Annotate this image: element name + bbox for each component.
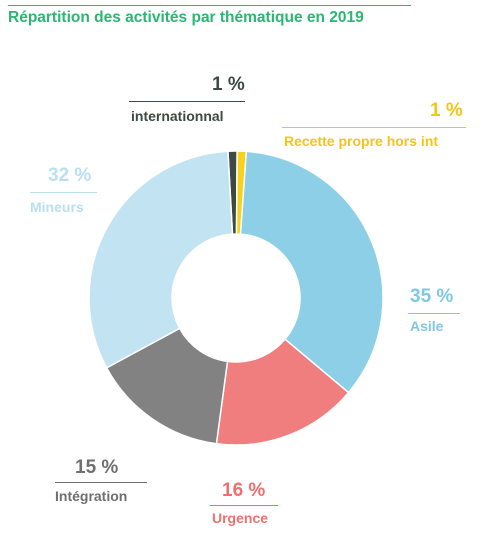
slice-label-asile: Asile [410,318,444,334]
slice-asile [239,150,384,394]
pct-label-urgence: 16 % [222,480,266,501]
slice-urgence [215,338,350,446]
title-rule [8,5,411,6]
pct-label-asile: 35 % [410,286,454,307]
rule-recette [282,127,466,128]
slice-label-mineurs: Mineurs [30,199,84,215]
rule-integration [55,482,147,483]
slice-label-recette: Recette propre hors int [284,133,439,149]
rule-asile [408,313,460,314]
rule-internationnal [129,101,245,102]
slice-label-urgence: Urgence [212,510,269,526]
slice-label-integration: Intégration [55,488,128,504]
slice-mineurs [88,150,234,369]
chart-title: Répartition des activités par thématique… [8,9,364,26]
pct-label-internationnal: 1 % [212,74,245,95]
pct-label-mineurs: 32 % [48,165,92,186]
pct-label-integration: 15 % [75,457,119,478]
slice-label-internationnal: internationnal [131,108,224,124]
pct-label-recette: 1 % [430,100,463,121]
rule-mineurs [30,192,97,193]
rule-urgence [210,505,278,506]
